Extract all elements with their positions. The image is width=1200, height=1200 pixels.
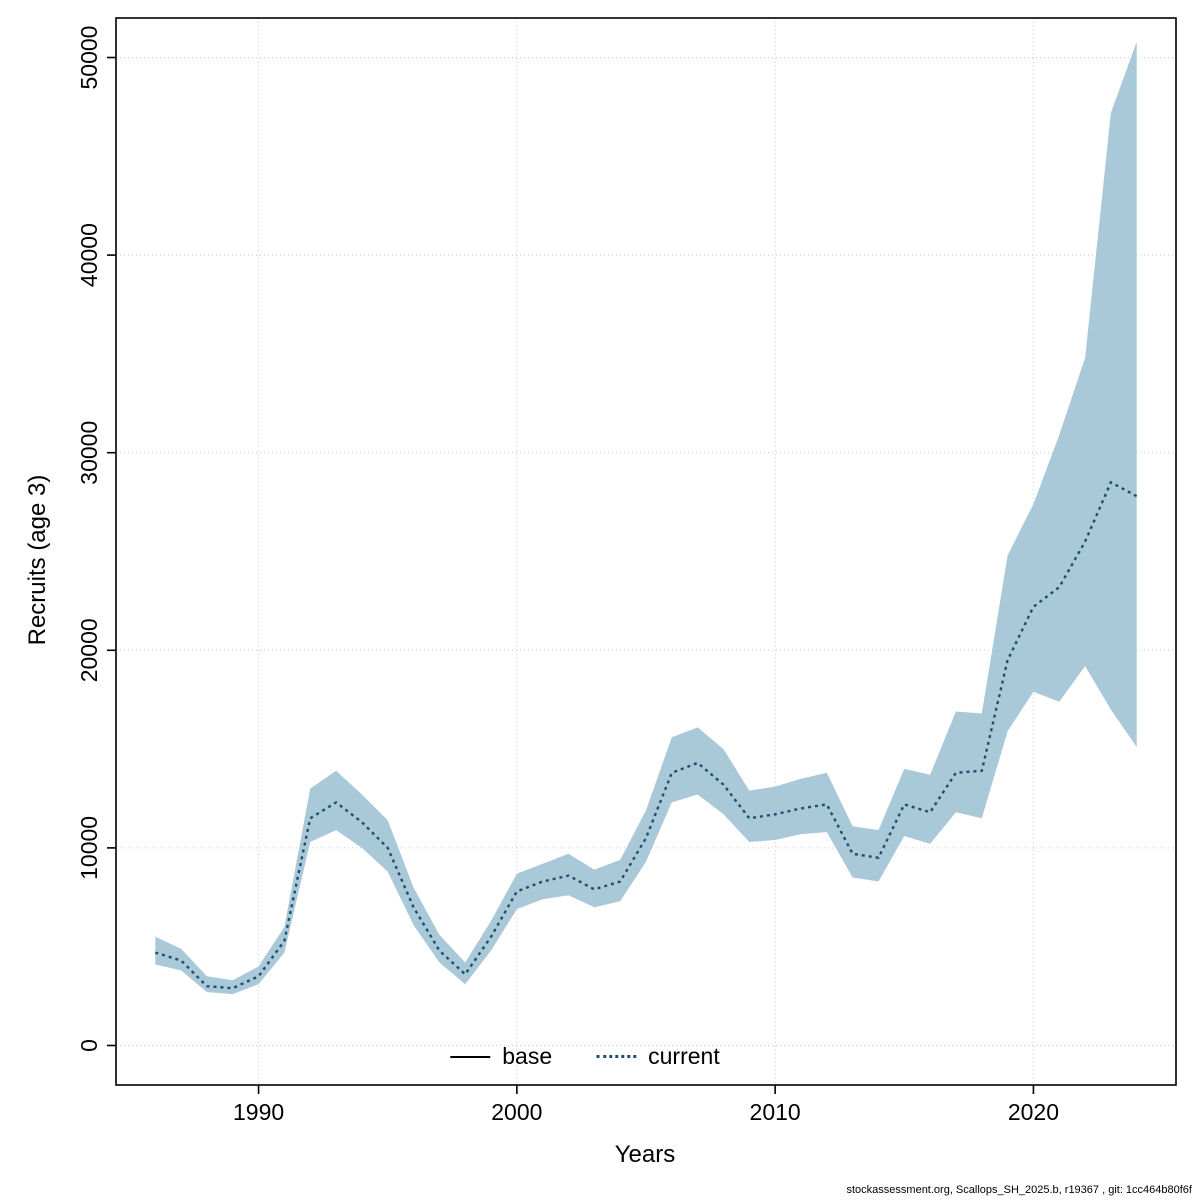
y-tick-label: 0: [76, 1039, 102, 1052]
legend-label-current: current: [648, 1043, 720, 1069]
x-tick-label: 2010: [750, 1099, 801, 1125]
y-axis-label: Recruits (age 3): [24, 474, 51, 646]
x-axis-label: Years: [614, 1141, 676, 1168]
x-tick-label: 2000: [491, 1099, 542, 1125]
legend-label-base: base: [502, 1043, 553, 1069]
base-line-swatch: [450, 1055, 491, 1058]
legend-item-base: base: [450, 1043, 552, 1070]
legend: base current: [450, 1043, 720, 1070]
figure-footer: stockassessment.org, Scallops_SH_2025.b,…: [846, 1184, 1193, 1196]
current-line-swatch: [596, 1055, 637, 1058]
y-tick-label: 30000: [76, 421, 102, 485]
plot-border: [115, 17, 1177, 1086]
x-tick-label: 1990: [233, 1099, 284, 1125]
y-tick-label: 20000: [76, 618, 102, 682]
y-tick-label: 50000: [76, 26, 102, 90]
y-tick-label: 10000: [76, 816, 102, 880]
legend-item-current: current: [596, 1043, 720, 1070]
x-tick-label: 2020: [1008, 1099, 1059, 1125]
current-line: [154, 480, 1138, 990]
y-tick-label: 40000: [76, 223, 102, 287]
